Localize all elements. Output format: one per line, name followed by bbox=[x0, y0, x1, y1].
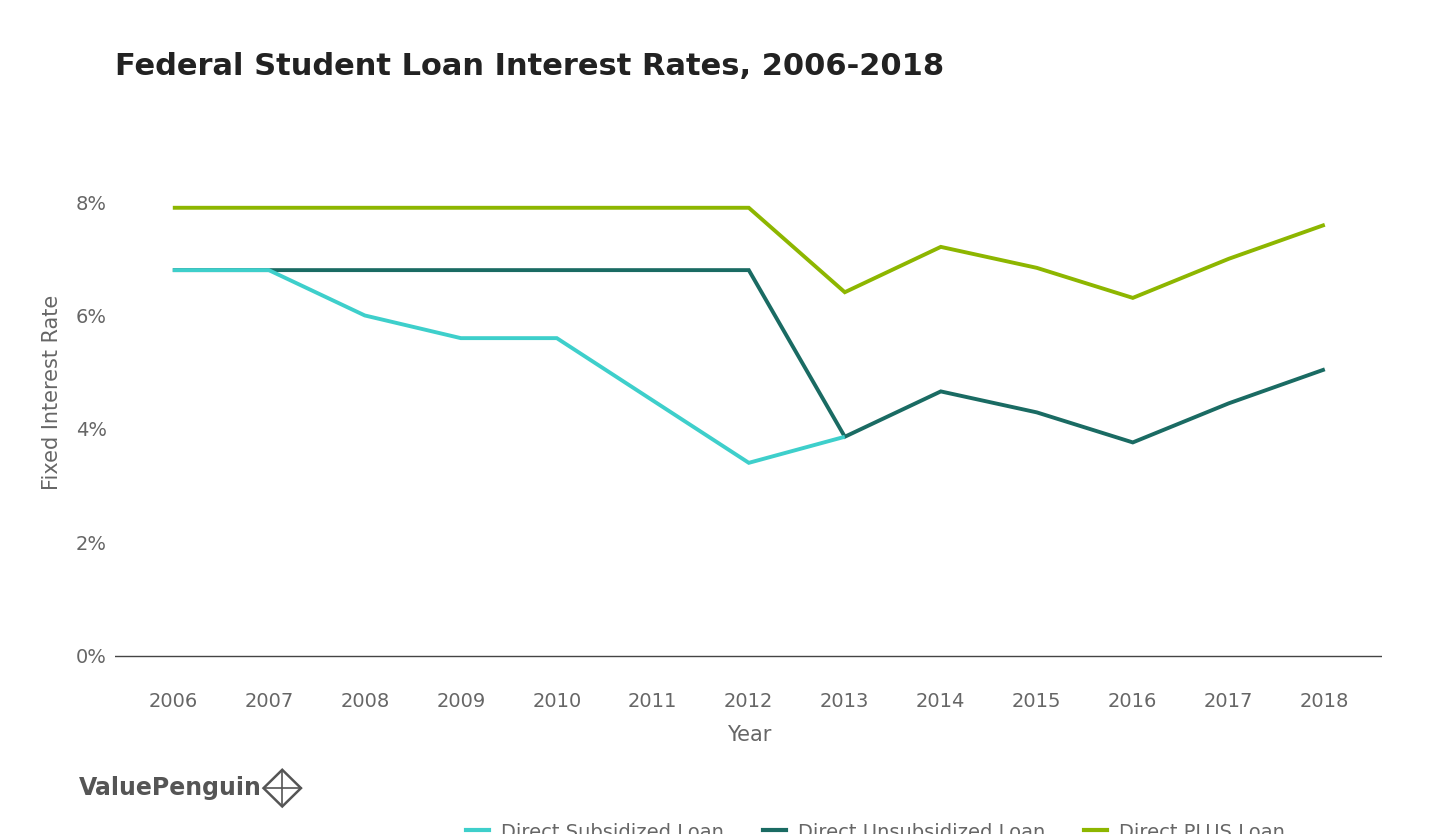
Text: ValuePenguin: ValuePenguin bbox=[79, 776, 262, 800]
Y-axis label: Fixed Interest Rate: Fixed Interest Rate bbox=[42, 294, 62, 490]
X-axis label: Year: Year bbox=[727, 725, 770, 745]
Text: Federal Student Loan Interest Rates, 2006-2018: Federal Student Loan Interest Rates, 200… bbox=[115, 52, 945, 81]
Legend: Direct Subsidized Loan, Direct Unsubsidized Loan, Direct PLUS Loan: Direct Subsidized Loan, Direct Unsubsidi… bbox=[458, 814, 1293, 834]
